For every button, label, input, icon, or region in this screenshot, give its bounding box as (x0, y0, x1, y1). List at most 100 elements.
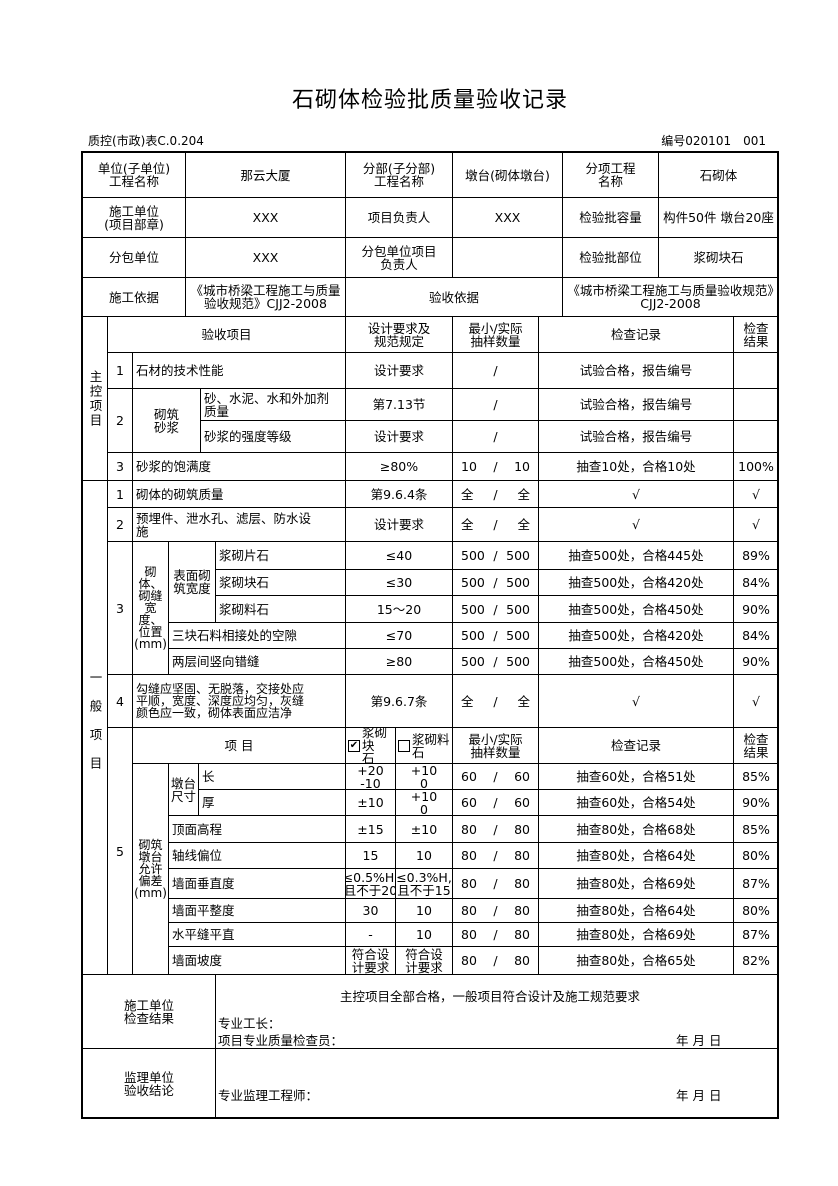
check-record: 抽查80处，合格64处 (538, 842, 734, 869)
supervisor-check-area (215, 1048, 779, 1119)
sample-minimum: 80 (461, 953, 477, 968)
sample-separator: / (493, 459, 498, 474)
foreman-signature-label: 专业工长： (218, 1016, 281, 1031)
sample-minimum: 80 (461, 848, 477, 863)
sample-count: 80 / 80 (452, 815, 539, 843)
sample-separator: / (493, 769, 498, 784)
checkbox-unchecked-icon[interactable] (398, 739, 410, 752)
check-record: 抽查10处，合格10处 (538, 452, 734, 481)
design-value-2: ±10 (395, 815, 453, 843)
design-value-2: 10 (395, 898, 453, 923)
sample-separator: / (493, 821, 498, 837)
info-sub-pm_label: 分包单位项目 负责人 (345, 237, 453, 278)
check-result: 90% (733, 648, 779, 675)
sample-count: 80 / 80 (452, 946, 539, 975)
sample-count: / (452, 352, 539, 389)
item-name: 三块石料相接处的空隙 (168, 622, 346, 649)
sample-actual: 80 (514, 876, 530, 891)
sample-count: 全 / 全 (452, 507, 539, 542)
sample-minimum: 500 (461, 654, 485, 669)
item-name: 墙面垂直度 (168, 868, 346, 899)
sample-minimum: 80 (461, 927, 477, 942)
check-result: 90% (733, 789, 779, 816)
check-result: √ (733, 507, 779, 542)
sample-minimum: 全 (461, 693, 474, 709)
checkbox-checked-icon[interactable]: ✔ (348, 739, 360, 752)
supervisor-signature-label: 专业监理工程师： (218, 1088, 319, 1103)
info-unit-value: 那云大厦 (185, 152, 346, 198)
col-result: 检查 结果 (733, 727, 779, 764)
check-record: 试验合格，报告编号 (538, 388, 734, 421)
sample-actual: 500 (506, 548, 530, 563)
info-sub-value: XXX (185, 237, 346, 278)
item-name: 水平缝平直 (168, 922, 346, 947)
sample-actual: 500 (506, 654, 530, 669)
check-result: 80% (733, 898, 779, 923)
info-sub-label: 分包单位 (82, 237, 186, 278)
sample-count: 80 / 80 (452, 922, 539, 947)
page-title: 石砌体检验批质量验收记录 (291, 88, 568, 113)
sample-count: 80 / 80 (452, 898, 539, 923)
option-mortar-block-stone[interactable]: ✔ 浆砌块 石 (345, 727, 396, 764)
sample-minimum: 500 (461, 628, 485, 643)
design-value: ≥80% (345, 452, 453, 481)
sample-actual: 60 (514, 795, 530, 810)
supervisor-date: 年 月 日 (676, 1088, 722, 1103)
sample-count: 500 / 500 (452, 541, 539, 570)
item-name: 两层间竖向错缝 (168, 648, 346, 675)
item-group: 砌筑 砂浆 (132, 388, 201, 453)
item-name: 长 (198, 763, 346, 790)
check-result (733, 388, 779, 421)
design-value: 设计要求 (345, 352, 453, 389)
check-record: 抽查500处，合格420处 (538, 622, 734, 649)
sample-count: 80 / 80 (452, 842, 539, 869)
check-record: 抽查80处，合格69处 (538, 922, 734, 947)
check-result: 87% (733, 868, 779, 899)
contractor-conclusion: 主控项目全部合格，一般项目符合设计及施工规范要求 (340, 989, 641, 1004)
design-value: ≤70 (345, 622, 453, 649)
check-record: 抽查500处，合格450处 (538, 648, 734, 675)
design-value-2: 10 (395, 842, 453, 869)
sample-actual: 80 (514, 953, 530, 968)
item-name: 砂浆的强度等级 (200, 420, 346, 453)
sample-separator: / (493, 693, 498, 709)
design-value-1: ±10 (345, 789, 396, 816)
sample-separator: / (493, 517, 498, 532)
check-result: 89% (733, 541, 779, 570)
sample-separator: / (493, 903, 498, 918)
sample-minimum: 500 (461, 575, 485, 590)
sample-count: 60 / 60 (452, 789, 539, 816)
item-name: 浆砌块石 (215, 569, 346, 596)
sample-minimum: 全 (461, 517, 474, 532)
check-record: 抽查60处，合格51处 (538, 763, 734, 790)
option-mortar-dressed-stone[interactable]: 浆砌料 石 (395, 727, 453, 764)
design-value: 第7.13节 (345, 388, 453, 421)
sample-minimum: 500 (461, 548, 485, 563)
design-value-1: ≤0.5%H, 且不于20 (345, 868, 396, 899)
sample-actual: 10 (514, 459, 530, 474)
item-name: 墙面平整度 (168, 898, 346, 923)
info-pm-value: XXX (452, 197, 563, 238)
contractor-date: 年 月 日 (676, 1033, 722, 1048)
contractor-check-label: 施工单位 检查结果 (82, 974, 216, 1049)
col-result: 检查 结果 (733, 316, 779, 353)
sample-separator: / (493, 628, 498, 643)
check-result: 84% (733, 622, 779, 649)
info-sub-pm_value (452, 237, 563, 278)
design-value: 15～20 (345, 595, 453, 623)
sample-minimum: 500 (461, 601, 485, 617)
check-record: 抽查80处，合格69处 (538, 868, 734, 899)
item-name: 砂、水泥、水和外加剂 质量 (200, 388, 346, 421)
row-number: 2 (107, 507, 133, 542)
info-division-value: 墩台(砌体墩台) (452, 152, 563, 198)
check-record: √ (538, 480, 734, 508)
item-group: 砌筑墩台允许偏差(mm) (132, 763, 169, 975)
item-name: 浆砌片石 (215, 541, 346, 570)
design-value: 第9.6.7条 (345, 674, 453, 728)
sample-separator: / (493, 876, 498, 891)
item-name: 砌体的砌筑质量 (132, 480, 346, 508)
sample-count: 80 / 80 (452, 868, 539, 899)
info-part-value: 浆砌块石 (658, 237, 779, 278)
item-name: 预埋件、泄水孔、滤层、防水设 施 (132, 507, 346, 542)
row-number: 1 (107, 480, 133, 508)
